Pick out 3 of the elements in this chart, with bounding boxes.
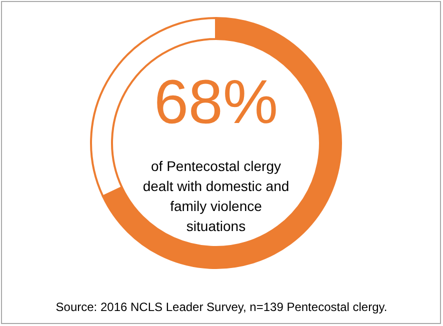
text: of Pentecostal clergy dealt with domestic and family violence situations bbox=[142, 158, 290, 234]
data-label: 68% bbox=[154, 68, 278, 137]
source-note: Source: 2016 NCLS Leader Survey, n=139 Pentecostal clergy. bbox=[56, 300, 388, 314]
